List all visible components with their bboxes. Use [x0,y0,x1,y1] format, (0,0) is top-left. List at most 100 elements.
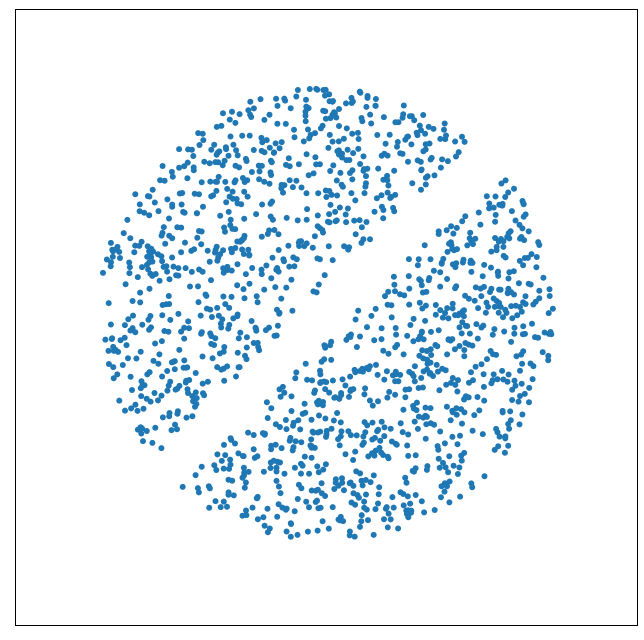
scatter-point [375,426,382,433]
scatter-point [321,272,328,279]
scatter-point [295,161,302,168]
scatter-point [240,464,247,471]
scatter-point [243,334,250,341]
scatter-point [302,360,309,367]
scatter-point [243,356,250,363]
scatter-point [292,438,299,445]
scatter-point [166,413,173,420]
scatter-point [191,190,198,197]
scatter-point [453,405,460,412]
scatter-point [433,361,440,368]
scatter-point [294,496,301,502]
scatter-point [525,280,532,287]
scatter-point [323,194,330,200]
scatter-point [378,192,385,199]
scatter-point [339,183,346,190]
scatter-point [514,312,521,319]
scatter-point [146,193,153,200]
scatter-point [382,293,388,300]
scatter-point [282,417,289,423]
scatter-point [234,311,241,318]
scatter-point [411,378,418,385]
scatter-point [346,244,353,251]
scatter-point [461,138,468,145]
scatter-point [212,498,219,505]
scatter-point [306,504,312,511]
scatter-point [403,479,410,486]
scatter-point [122,407,128,414]
scatter-point [309,377,316,384]
scatter-point [264,231,271,237]
scatter-point [450,462,457,469]
scatter-point [274,513,281,520]
scatter-point [481,397,488,404]
scatter-point [245,468,252,475]
scatter-point [314,86,321,93]
scatter-point [435,455,442,462]
scatter-point [164,387,171,394]
scatter-point [407,322,414,328]
scatter-point [339,479,346,486]
scatter-point [214,304,221,311]
scatter-point [331,486,338,492]
scatter-point [254,495,261,502]
scatter-point [322,386,329,393]
scatter-point [300,138,307,145]
scatter-point [278,445,285,452]
scatter-point [409,467,416,474]
scatter-point [494,269,501,276]
scatter-point [166,215,172,222]
scatter-point [493,351,500,358]
scatter-point [331,394,338,401]
scatter-point [343,219,350,226]
scatter-point [126,264,133,271]
scatter-point [421,242,428,249]
scatter-point [399,114,406,121]
scatter-point [248,114,255,120]
scatter-point [275,483,282,490]
scatter-point [337,169,344,176]
scatter-point [307,442,314,449]
scatter-point [242,479,249,486]
scatter-point [495,303,502,310]
scatter-point [160,263,167,270]
scatter-point [289,184,296,191]
scatter-point [400,502,407,509]
scatter-point [132,191,139,198]
scatter-point [215,173,222,180]
scatter-point [419,384,426,391]
scatter-point [507,228,514,235]
scatter-point [276,145,283,152]
scatter-point [351,533,358,540]
scatter-point [236,111,243,118]
scatter-point [402,386,409,393]
scatter-point [159,258,166,265]
scatter-point [460,313,467,320]
scatter-point [196,228,202,234]
scatter-point [129,387,135,393]
scatter-point [302,409,309,416]
scatter-point [350,150,357,157]
scatter-point [221,377,228,384]
scatter-point [212,246,219,253]
scatter-point [361,504,368,511]
scatter-point [385,182,392,189]
scatter-point [418,329,425,336]
scatter-point [259,139,266,146]
scatter-point [322,86,329,93]
scatter-point [317,125,324,132]
scatter-point [175,265,182,272]
scatter-point [413,407,420,414]
scatter-point [449,409,456,416]
scatter-point [451,346,458,353]
scatter-point [475,209,482,216]
scatter-point [462,213,469,220]
scatter-point [521,390,528,397]
scatter-point [235,335,242,342]
scatter-point [263,262,270,269]
scatter-point [217,212,224,219]
scatter-point [367,479,374,486]
scatter-point [258,233,265,240]
scatter-point [137,299,144,306]
scatter-point [454,246,460,253]
